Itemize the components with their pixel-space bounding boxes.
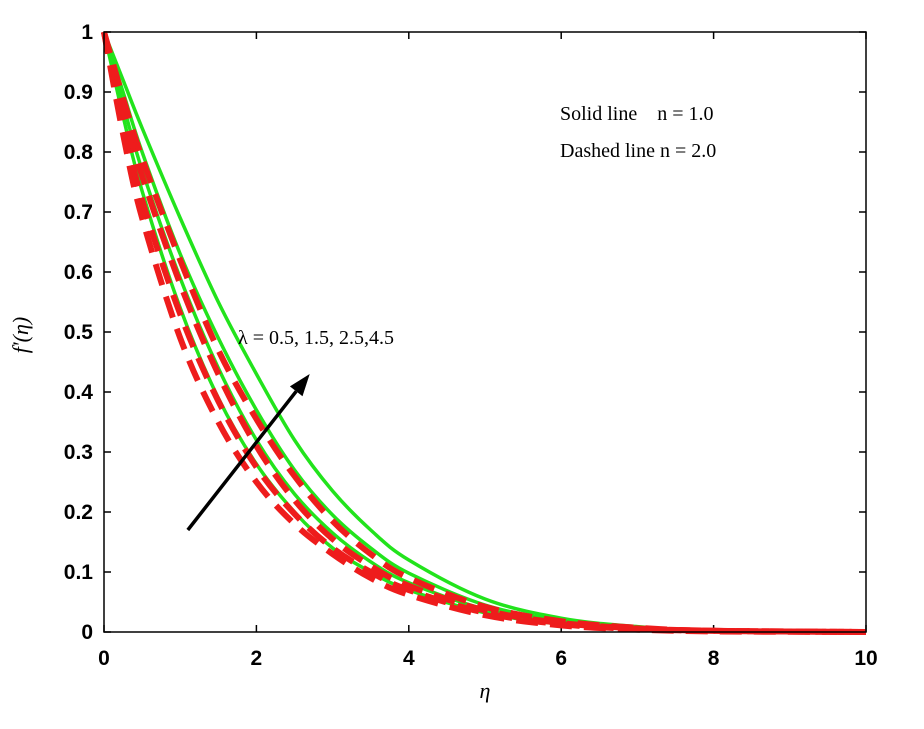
x-tick-label: 2 [251, 647, 263, 670]
y-tick-label: 0.3 [64, 441, 93, 464]
x-tick-label: 8 [708, 647, 720, 670]
y-tick-label: 0.8 [64, 141, 94, 164]
y-tick-label: 0.7 [64, 201, 93, 224]
x-tick-label: 0 [98, 647, 110, 670]
y-tick-label: 0.6 [64, 261, 93, 284]
y-axis-title: f'(η) [8, 317, 33, 353]
y-tick-label: 0.1 [64, 561, 94, 584]
series-layer [101, 31, 867, 635]
y-tick-label: 0.9 [64, 81, 93, 104]
x-tick-label: 6 [555, 647, 567, 670]
y-axis-ticks: 0 0.1 0.2 0.3 0.4 0.5 0.6 0.7 0.8 0.9 1 [64, 21, 866, 644]
annotation-label: λ = 0.5, 1.5, 2.5,4.5 [238, 327, 394, 349]
legend-text-solid: Solid line n = 1.0 [560, 103, 714, 125]
annotation-arrow [186, 374, 310, 532]
y-tick-label: 0 [81, 621, 93, 644]
legend-text-dashed: Dashed line n = 2.0 [560, 140, 716, 162]
x-axis-title: η [480, 678, 491, 703]
x-tick-label: 10 [854, 647, 877, 670]
y-tick-label: 0.4 [64, 381, 94, 404]
dashed-series-line-6 [101, 31, 867, 635]
arrow-head [289, 374, 310, 397]
plot-frame [103, 31, 867, 633]
x-tick-label: 4 [403, 647, 415, 670]
dashed-series-line-7 [101, 31, 867, 635]
y-tick-label: 1 [81, 21, 93, 44]
y-tick-label: 0.5 [64, 321, 94, 344]
arrow-shaft [186, 390, 298, 532]
y-tick-label: 0.2 [64, 501, 93, 524]
